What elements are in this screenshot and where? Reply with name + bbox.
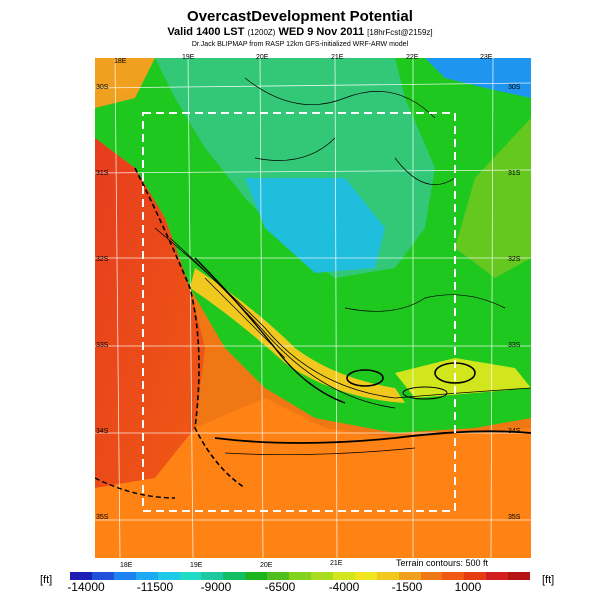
colorbar-unit-right: [ft]	[542, 574, 555, 586]
right-lat-label: 33S	[508, 342, 521, 349]
colorbar-swatch	[267, 572, 290, 580]
colorbar-swatch	[486, 572, 509, 580]
right-lat-label: 34S	[508, 428, 521, 435]
colorbar-swatch	[464, 572, 487, 580]
valid-code: (1200Z)	[247, 28, 276, 37]
right-lat-label: 32S	[508, 256, 521, 263]
left-lat-label: 33S	[96, 342, 109, 349]
field-blue	[425, 58, 531, 98]
colorbar-swatch	[157, 572, 180, 580]
field-ridge	[190, 268, 405, 403]
field-nw	[95, 58, 155, 108]
left-lat-label: 31S	[96, 170, 109, 177]
colorbar-swatch	[289, 572, 311, 580]
right-lat-label: 35S	[508, 514, 521, 521]
field-west-red	[95, 138, 205, 488]
colorbar-label: -4000	[328, 580, 360, 594]
graticule	[95, 58, 531, 558]
colorbar-swatch	[508, 572, 531, 580]
field-cyan	[245, 178, 385, 273]
top-lon-label: 20E	[256, 54, 269, 61]
top-lon-label: 19E	[182, 54, 195, 61]
left-lat-label: 35S	[96, 514, 109, 521]
bottom-lon-label: 19E	[190, 562, 203, 569]
forecast-map	[95, 58, 531, 558]
valid-date: WED 9 Nov 2011	[278, 26, 365, 38]
top-lon-label: 18E	[114, 58, 127, 65]
field-lightgreen	[455, 118, 531, 278]
colorbar-swatch	[70, 572, 92, 580]
right-lat-label: 30S	[508, 84, 521, 91]
left-lat-label: 30S	[96, 84, 109, 91]
field-eastridge	[395, 358, 531, 398]
colorbar-swatch	[179, 572, 202, 580]
colorbar-swatch	[376, 572, 399, 580]
field-south	[95, 398, 531, 558]
colorbar-label: -1500	[391, 580, 423, 594]
colorbar-swatch	[332, 572, 355, 580]
colorbar-swatch	[113, 572, 136, 580]
inner-domain-box	[142, 112, 456, 512]
colorbar-swatch	[201, 572, 224, 580]
colorbar-label: -11500	[136, 580, 174, 594]
colorbar-swatch	[91, 572, 114, 580]
left-lat-label: 32S	[96, 256, 109, 263]
colorbar-swatch	[223, 572, 246, 580]
top-lon-label: 21E	[331, 54, 344, 61]
colorbar-label: -14000	[67, 580, 105, 594]
colorbar-label: -9000	[200, 580, 232, 594]
colorbar-label: 1000	[454, 580, 482, 594]
valid-main: Valid 1400 LST	[167, 26, 245, 38]
colorbar	[70, 572, 531, 580]
forecast-tag: [18hrFcst@2159z]	[367, 28, 433, 37]
colorbar-swatch	[442, 572, 465, 580]
bottom-lon-label: 20E	[260, 562, 273, 569]
top-lon-label: 22E	[406, 54, 419, 61]
colorbar-swatch	[354, 572, 377, 580]
colorbar-swatch	[420, 572, 443, 580]
valid-time-line: Valid 1400 LST (1200Z) WED 9 Nov 2011 [1…	[0, 26, 600, 38]
terrain-contour-note: Terrain contours: 500 ft	[396, 558, 489, 568]
colorbar-swatch	[245, 572, 268, 580]
right-lat-label: 31S	[508, 170, 521, 177]
bottom-lon-label: 18E	[120, 562, 133, 569]
colorbar-unit-left: [ft]	[40, 574, 53, 586]
map-title: OvercastDevelopment Potential	[187, 8, 413, 25]
colorbar-swatch	[135, 572, 158, 580]
colorbar-swatch	[310, 572, 333, 580]
bottom-lon-label: 21E	[330, 560, 343, 567]
model-line: Dr.Jack BLIPMAP from RASP 12km GFS-initi…	[191, 41, 409, 48]
left-lat-label: 34S	[96, 428, 109, 435]
colorbar-label: -6500	[264, 580, 296, 594]
colorbar-swatch	[398, 572, 421, 580]
top-lon-label: 23E	[480, 54, 493, 61]
